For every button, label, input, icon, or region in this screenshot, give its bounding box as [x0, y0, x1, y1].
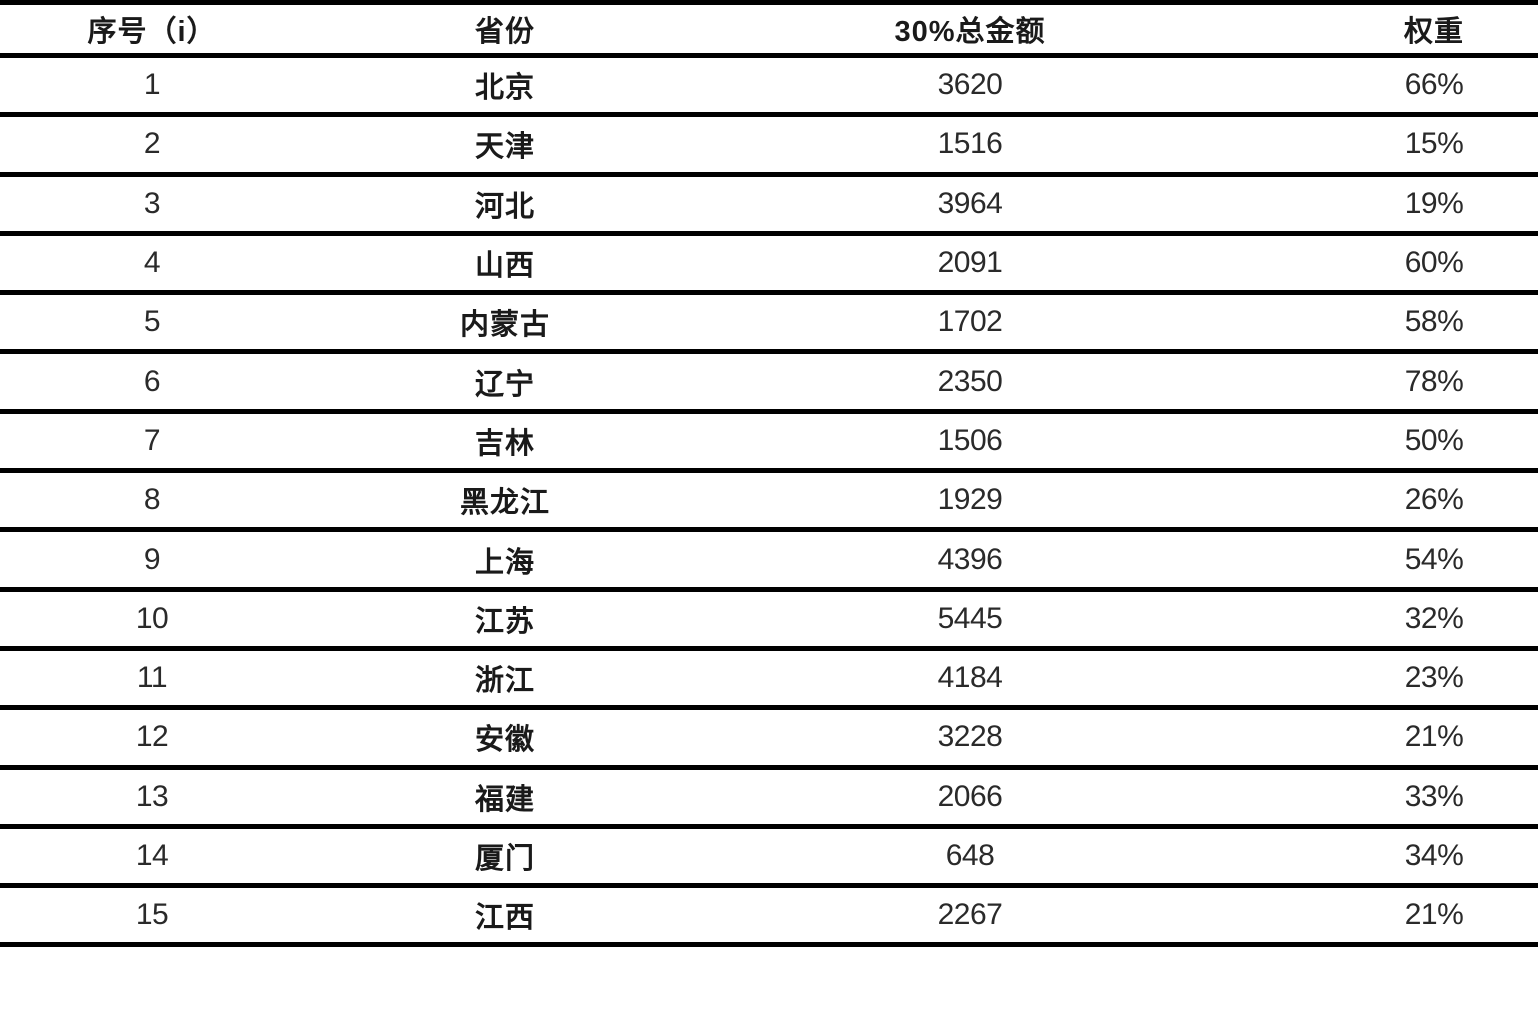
cell-amount: 3620	[706, 55, 1234, 118]
cell-province: 内蒙古	[304, 292, 706, 355]
cell-amount: 3228	[706, 707, 1234, 770]
cell-weight: 19%	[1234, 174, 1538, 236]
cell-weight: 66%	[1234, 55, 1538, 118]
cell-amount: 1506	[706, 411, 1234, 474]
cell-index: 14	[0, 826, 304, 889]
cell-index: 10	[0, 589, 304, 651]
cell-province: 上海	[304, 529, 706, 592]
cell-province: 黑龙江	[304, 470, 706, 533]
cell-province: 北京	[304, 55, 706, 118]
cell-index: 6	[0, 351, 304, 414]
cell-index: 2	[0, 114, 304, 177]
table-row: 10 江苏 5445 32%	[0, 589, 1538, 651]
cell-province: 浙江	[304, 648, 706, 711]
cell-weight: 23%	[1234, 648, 1538, 711]
cell-amount: 4184	[706, 648, 1234, 711]
cell-index: 15	[0, 885, 304, 948]
cell-weight: 34%	[1234, 826, 1538, 889]
cell-amount: 1702	[706, 292, 1234, 355]
cell-index: 8	[0, 470, 304, 533]
table-row: 4 山西 2091 60%	[0, 233, 1538, 296]
header-row: 序号（i） 省份 30%总金额 权重	[0, 2, 1538, 58]
table-row: 5 内蒙古 1702 58%	[0, 292, 1538, 355]
table-row: 9 上海 4396 54%	[0, 529, 1538, 592]
cell-weight: 50%	[1234, 411, 1538, 474]
column-header-amount: 30%总金额	[706, 2, 1234, 58]
table-row: 7 吉林 1506 50%	[0, 411, 1538, 474]
cell-amount: 648	[706, 826, 1234, 889]
cell-index: 3	[0, 174, 304, 236]
table-row: 2 天津 1516 15%	[0, 114, 1538, 177]
cell-amount: 1516	[706, 114, 1234, 177]
cell-weight: 21%	[1234, 707, 1538, 770]
column-header-weight: 权重	[1234, 2, 1538, 58]
table-row: 13 福建 2066 33%	[0, 767, 1538, 829]
cell-amount: 1929	[706, 470, 1234, 533]
cell-amount: 3964	[706, 174, 1234, 236]
table-body: 1 北京 3620 66% 2 天津 1516 15% 3 河北 3964 19…	[0, 55, 1538, 948]
cell-province: 厦门	[304, 826, 706, 889]
cell-province: 山西	[304, 233, 706, 296]
cell-index: 4	[0, 233, 304, 296]
cell-province: 江苏	[304, 589, 706, 651]
table-row: 15 江西 2267 21%	[0, 885, 1538, 948]
cell-province: 安徽	[304, 707, 706, 770]
cell-index: 7	[0, 411, 304, 474]
table-row: 6 辽宁 2350 78%	[0, 351, 1538, 414]
cell-province: 福建	[304, 767, 706, 829]
cell-weight: 32%	[1234, 589, 1538, 651]
cell-index: 11	[0, 648, 304, 711]
table-row: 12 安徽 3228 21%	[0, 707, 1538, 770]
cell-amount: 2350	[706, 351, 1234, 414]
cell-weight: 21%	[1234, 885, 1538, 948]
cell-index: 13	[0, 767, 304, 829]
cell-weight: 54%	[1234, 529, 1538, 592]
cell-province: 吉林	[304, 411, 706, 474]
cell-index: 1	[0, 55, 304, 118]
column-header-index: 序号（i）	[0, 2, 304, 58]
cell-province: 辽宁	[304, 351, 706, 414]
cell-weight: 15%	[1234, 114, 1538, 177]
table-header: 序号（i） 省份 30%总金额 权重	[0, 2, 1538, 58]
table-row: 3 河北 3964 19%	[0, 174, 1538, 236]
cell-weight: 58%	[1234, 292, 1538, 355]
cell-province: 河北	[304, 174, 706, 236]
table-row: 11 浙江 4184 23%	[0, 648, 1538, 711]
cell-weight: 60%	[1234, 233, 1538, 296]
province-weight-table: 序号（i） 省份 30%总金额 权重 1 北京 3620 66% 2 天津 15…	[0, 0, 1538, 948]
cell-weight: 26%	[1234, 470, 1538, 533]
table-row: 14 厦门 648 34%	[0, 826, 1538, 889]
cell-amount: 5445	[706, 589, 1234, 651]
cell-amount: 2091	[706, 233, 1234, 296]
cell-index: 5	[0, 292, 304, 355]
cell-province: 江西	[304, 885, 706, 948]
cell-amount: 4396	[706, 529, 1234, 592]
table-row: 8 黑龙江 1929 26%	[0, 470, 1538, 533]
column-header-province: 省份	[304, 2, 706, 58]
cell-amount: 2066	[706, 767, 1234, 829]
cell-amount: 2267	[706, 885, 1234, 948]
table-row: 1 北京 3620 66%	[0, 55, 1538, 118]
cell-province: 天津	[304, 114, 706, 177]
cell-weight: 78%	[1234, 351, 1538, 414]
cell-index: 9	[0, 529, 304, 592]
cell-index: 12	[0, 707, 304, 770]
cell-weight: 33%	[1234, 767, 1538, 829]
